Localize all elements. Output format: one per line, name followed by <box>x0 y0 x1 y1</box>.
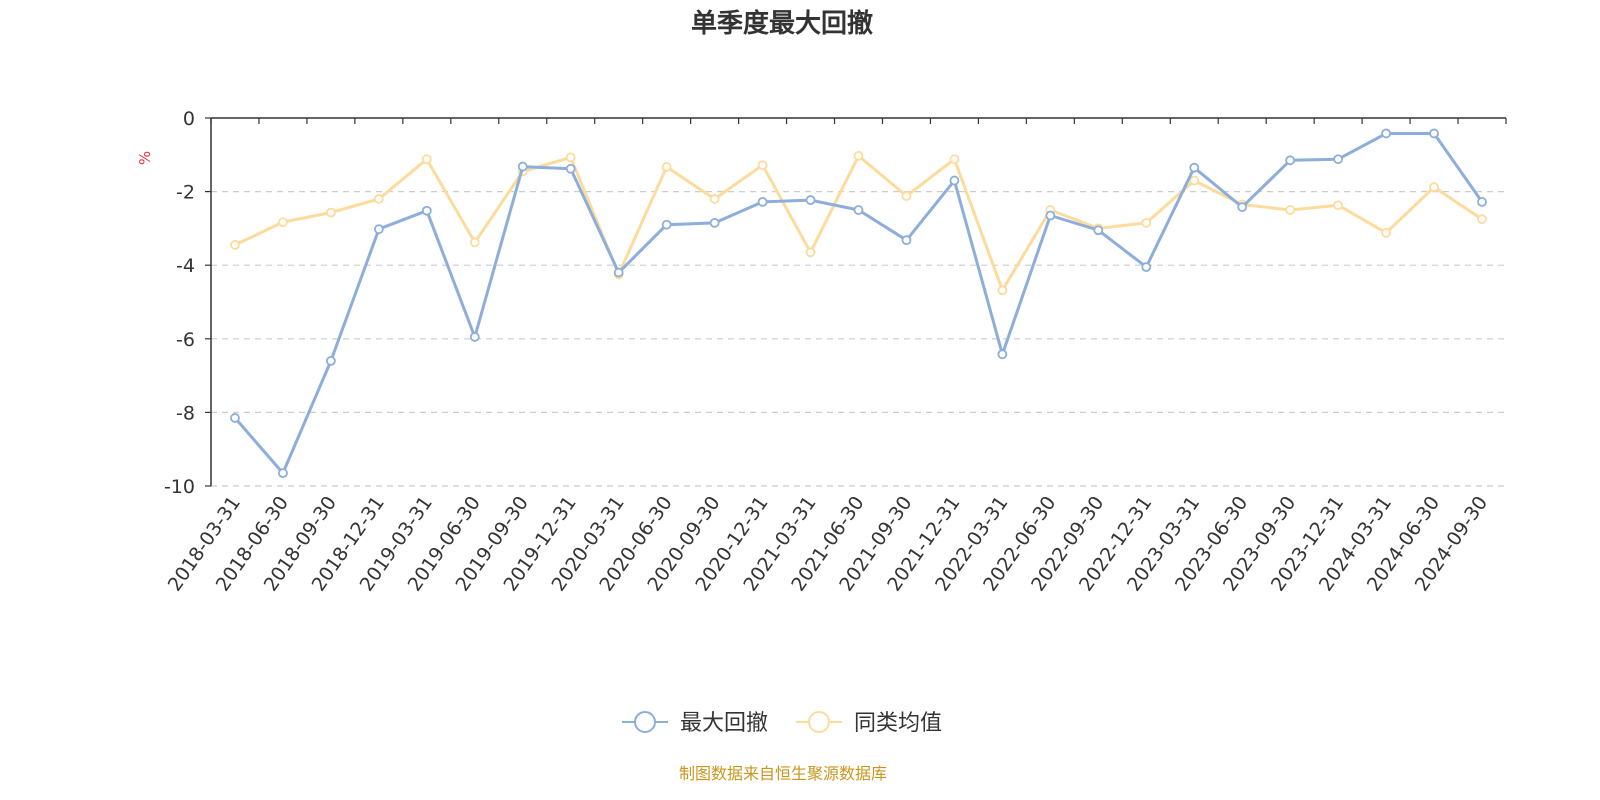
data-point-peer-average <box>421 154 432 165</box>
data-point-peer-average <box>1333 200 1344 211</box>
data-point-max-drawdown <box>805 195 816 205</box>
data-point-max-drawdown <box>326 355 336 366</box>
data-point-max-drawdown <box>757 197 768 207</box>
data-point-max-drawdown <box>421 205 432 216</box>
legend-label-peer-average: 同类均值 <box>854 711 942 736</box>
y-axis-unit: % <box>136 151 154 165</box>
legend-item-max-drawdown[interactable]: 最大回撤 <box>622 711 768 736</box>
data-point-max-drawdown <box>1333 154 1344 165</box>
series-max-drawdown <box>230 128 1487 479</box>
data-point-peer-average <box>565 152 576 163</box>
data-point-peer-average <box>661 162 672 172</box>
data-point-max-drawdown <box>1285 155 1296 166</box>
data-point-max-drawdown <box>709 217 720 228</box>
data-point-max-drawdown <box>469 332 480 342</box>
legend-label-max-drawdown: 最大回撤 <box>680 711 768 736</box>
data-point-max-drawdown <box>1237 202 1248 212</box>
series-lines <box>230 128 1487 479</box>
data-point-peer-average <box>373 194 384 204</box>
y-tick-label: 0 <box>183 108 195 130</box>
data-point-max-drawdown <box>613 267 624 278</box>
y-tick-label: -6 <box>176 329 195 351</box>
data-point-max-drawdown <box>1381 128 1391 139</box>
data-point-max-drawdown <box>373 224 384 235</box>
y-tick-label: -10 <box>164 476 195 498</box>
series-line-max-drawdown <box>233 132 1484 475</box>
data-point-peer-average <box>278 217 288 228</box>
data-point-peer-average <box>1429 182 1439 193</box>
data-point-max-drawdown <box>1189 162 1200 173</box>
legend-marker-peer-average <box>808 711 830 733</box>
series-peer-average <box>230 151 1487 296</box>
data-point-peer-average <box>757 160 768 171</box>
data-point-peer-average <box>1189 175 1200 186</box>
data-point-max-drawdown <box>1093 225 1104 236</box>
data-point-max-drawdown <box>517 161 528 172</box>
legend[interactable]: 最大回撤 同类均值 <box>622 711 942 736</box>
data-point-peer-average <box>230 240 240 250</box>
data-point-peer-average <box>949 154 960 165</box>
data-point-peer-average <box>1381 227 1391 238</box>
data-source-note: 制图数据来自恒生聚源数据库 <box>679 764 887 783</box>
data-point-max-drawdown <box>230 413 240 423</box>
y-tick-label: -4 <box>176 255 195 277</box>
data-point-peer-average <box>997 285 1008 296</box>
data-point-max-drawdown <box>1429 128 1439 139</box>
x-tick-labels: 2018-03-312018-06-302018-09-302018-12-31… <box>164 492 1492 595</box>
data-point-peer-average <box>901 191 912 201</box>
data-point-peer-average <box>805 247 816 258</box>
data-point-max-drawdown <box>278 468 288 479</box>
data-point-peer-average <box>1477 214 1487 225</box>
data-point-peer-average <box>326 207 336 218</box>
data-point-max-drawdown <box>1141 262 1152 272</box>
series-line-peer-average <box>234 154 1483 292</box>
data-point-peer-average <box>1285 205 1296 215</box>
legend-marker-max-drawdown <box>634 711 656 733</box>
y-tick-label: -2 <box>176 182 195 204</box>
data-point-peer-average <box>853 151 864 161</box>
data-point-max-drawdown <box>853 205 864 215</box>
chart-title: 单季度最大回撤 <box>691 8 873 39</box>
data-point-max-drawdown <box>565 163 576 174</box>
data-point-max-drawdown <box>901 235 912 246</box>
legend-item-peer-average[interactable]: 同类均值 <box>796 711 942 736</box>
data-point-max-drawdown <box>1477 197 1487 207</box>
data-point-max-drawdown <box>661 219 672 230</box>
data-point-peer-average <box>1141 217 1152 228</box>
y-tick-labels: 0 -2 -4 -6 -8 -10 <box>164 108 195 498</box>
axes <box>205 117 1507 487</box>
y-tick-label: -8 <box>176 402 195 424</box>
data-point-max-drawdown <box>1045 210 1056 221</box>
data-point-peer-average <box>469 237 480 248</box>
gridlines <box>211 191 1506 487</box>
data-point-max-drawdown <box>997 349 1008 360</box>
data-point-peer-average <box>709 194 720 204</box>
data-point-max-drawdown <box>949 175 960 186</box>
